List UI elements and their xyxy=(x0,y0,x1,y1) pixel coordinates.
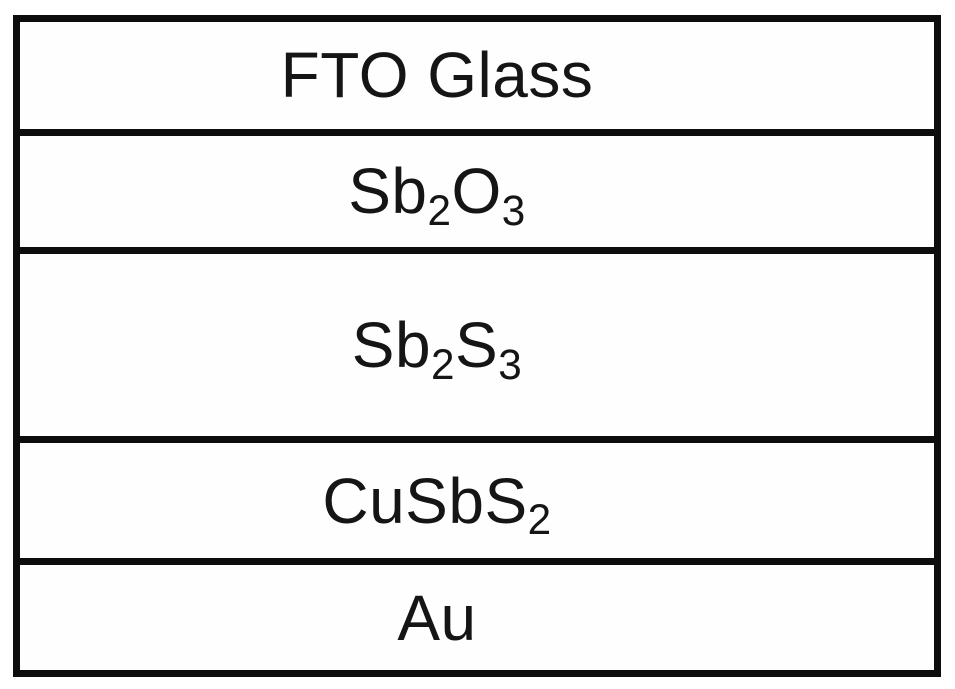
layer-label-sb2s3: Sb2S3 xyxy=(351,309,523,388)
layer-sb2o3: Sb2O3 xyxy=(20,135,934,255)
layer-cusbs2: CuSbS2 xyxy=(20,442,934,566)
layer-label-cusbs2: CuSbS2 xyxy=(322,464,552,544)
layer-fto-glass: FTO Glass xyxy=(20,22,934,136)
layer-label-fto-glass: FTO Glass xyxy=(280,39,594,112)
layer-label-sb2o3: Sb2O3 xyxy=(348,155,526,235)
layer-stack-diagram: FTO Glass Sb2O3 Sb2S3 CuSbS2 Au xyxy=(13,15,941,677)
layer-au: Au xyxy=(20,565,934,670)
layer-sb2s3: Sb2S3 xyxy=(20,254,934,443)
layer-label-au: Au xyxy=(397,581,477,654)
